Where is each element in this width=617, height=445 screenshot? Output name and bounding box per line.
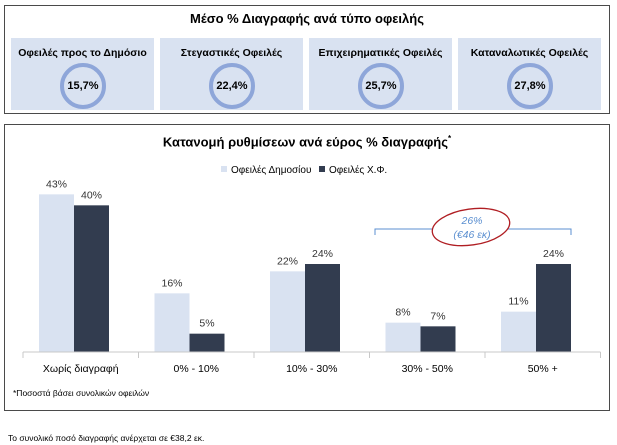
bar — [420, 326, 456, 352]
bar-value-label: 11% — [508, 296, 528, 308]
bar — [385, 322, 421, 352]
bottom-note: Το συνολικό ποσό διαγραφής ανέρχεται σε … — [8, 433, 205, 443]
chart-title-text: Κατανομή ρυθμίσεων ανά εύρος % διαγραφής — [162, 134, 448, 150]
bar-chart: Οφειλές Δημοσίου Οφειλές Χ.Φ. 43% 40% Χωρίς … — [22, 164, 601, 375]
legend-label: Οφειλές Χ.Φ. — [329, 164, 387, 176]
chart-title-marker: * — [448, 134, 452, 143]
bar-value-label: 5% — [199, 318, 214, 330]
legend-swatch — [221, 166, 227, 172]
bar — [270, 271, 305, 352]
chart-footnote: *Ποσοστά βάσει συνολικών οφειλών — [13, 388, 150, 398]
summary-title: Μέσο % Διαγραφής ανά τύπο οφειλής — [190, 11, 424, 26]
category-label: 50% + — [528, 363, 558, 375]
bar-value-label: 7% — [430, 310, 445, 322]
card-label: Οφειλές προς το Δημόσιο — [18, 47, 147, 59]
value-ring: 15,7% — [60, 63, 106, 109]
bar-value-label: 22% — [277, 255, 298, 267]
legend-swatch — [319, 166, 325, 172]
chart-panel: Κατανομή ρυθμίσεων ανά εύρος % διαγραφής… — [4, 124, 610, 411]
summary-panel: Μέσο % Διαγραφής ανά τύπο οφειλής Οφειλέ… — [4, 5, 610, 114]
card-mortgage-debt: Στεγαστικές Οφειλές 22,4% — [160, 38, 303, 110]
category-label: Χωρίς διαγραφή — [43, 363, 119, 375]
bar-value-label: 43% — [46, 178, 67, 190]
card-public-debt: Οφειλές προς το Δημόσιο 15,7% — [11, 38, 154, 110]
annotation-circle — [431, 207, 511, 247]
bar — [501, 311, 536, 352]
category-label: 0% - 10% — [173, 363, 219, 375]
bar-value-label: 16% — [161, 277, 182, 289]
bar-value-label: 8% — [395, 307, 410, 319]
bar — [154, 293, 190, 352]
bar — [536, 264, 571, 352]
value-ring: 27,8% — [507, 63, 553, 109]
card-value: 25,7% — [365, 80, 397, 92]
bar-value-label: 24% — [543, 248, 564, 260]
card-consumer-debt: Καταναλωτικές Οφειλές 27,8% — [458, 38, 601, 110]
category-label: 30% - 50% — [402, 363, 453, 375]
chart-title: Κατανομή ρυθμίσεων ανά εύρος % διαγραφής… — [5, 134, 609, 149]
annotation-value: 26% — [460, 215, 482, 227]
bar-value-label: 40% — [81, 189, 102, 201]
bar — [189, 333, 225, 352]
card-business-debt: Επιχειρηματικές Οφειλές 25,7% — [309, 38, 452, 110]
value-ring: 25,7% — [358, 63, 404, 109]
category-label: 10% - 30% — [286, 363, 337, 375]
card-value: 15,7% — [67, 80, 99, 92]
annotation-amount: (€46 εκ) — [453, 229, 490, 241]
bar — [305, 264, 340, 352]
legend-label: Οφειλές Δημοσίου — [231, 164, 311, 176]
card-label: Επιχειρηματικές Οφειλές — [318, 47, 443, 59]
bar — [39, 194, 74, 352]
card-value: 27,8% — [514, 80, 546, 92]
card-label: Καταναλωτικές Οφειλές — [470, 47, 589, 59]
value-ring: 22,4% — [209, 63, 255, 109]
card-label: Στεγαστικές Οφειλές — [180, 47, 283, 59]
bar — [74, 205, 109, 352]
card-value: 22,4% — [216, 80, 248, 92]
bar-value-label: 24% — [312, 248, 333, 260]
